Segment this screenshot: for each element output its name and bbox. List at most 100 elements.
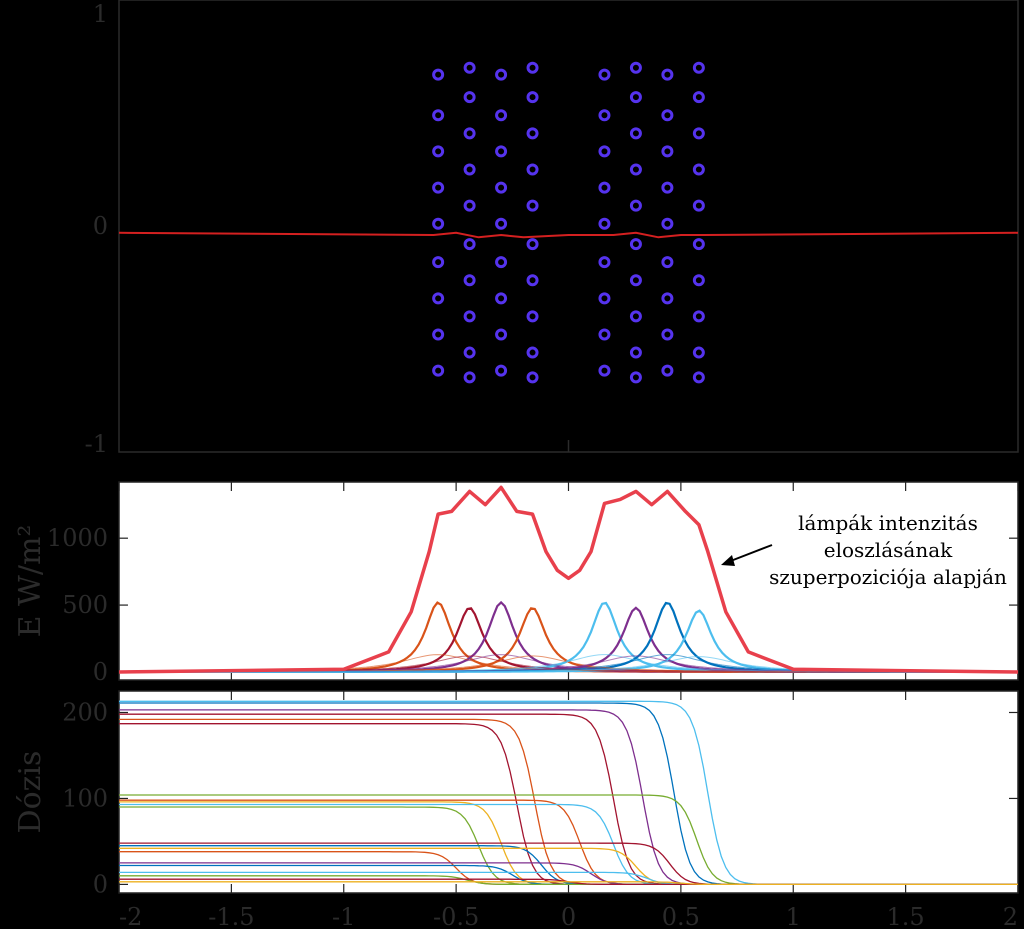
lamp-marker xyxy=(495,292,508,305)
dose-ytick-label: 200 xyxy=(62,698,108,726)
lamp-marker xyxy=(629,61,642,74)
lamp-marker xyxy=(432,328,445,341)
dose-ytick-label: 0 xyxy=(93,870,108,898)
lamp-marker xyxy=(495,181,508,194)
intensity-ylabel: E W/m² xyxy=(13,525,48,638)
x-tick-labels: -2 -1.5 -1 -0.5 0 0.5 1 1.5 2 xyxy=(119,903,1018,929)
lamp-marker xyxy=(463,371,476,384)
lamp-layout-marks xyxy=(118,61,1019,384)
lamp-layout-line xyxy=(118,231,1019,239)
lamp-marker xyxy=(629,346,642,359)
lamp-marker xyxy=(661,217,674,230)
lamp-marker xyxy=(495,217,508,230)
lamp-marker xyxy=(495,328,508,341)
lamp-marker xyxy=(598,256,611,269)
lamp-marker xyxy=(598,68,611,81)
lamp-marker xyxy=(526,127,539,140)
lamp-marker xyxy=(495,145,508,158)
intensity-ytick-label: 1000 xyxy=(47,524,108,552)
lamp-marker xyxy=(495,109,508,122)
dose-curve xyxy=(119,881,1018,886)
lamp-layout-panel: 1 0 -1 xyxy=(85,0,1019,458)
intensity-marks xyxy=(118,485,1019,674)
x-tick-label: 1 xyxy=(786,903,801,929)
lamp-marker xyxy=(463,61,476,74)
lamp-marker xyxy=(463,274,476,287)
lamp-marker xyxy=(526,371,539,384)
lamp-marker xyxy=(661,68,674,81)
x-tick-label: 1.5 xyxy=(887,903,925,929)
lamp-marker xyxy=(432,217,445,230)
lamp-marker xyxy=(661,328,674,341)
lamp-marker xyxy=(692,163,705,176)
annotation-arrowhead xyxy=(721,555,735,566)
lamp-marker xyxy=(526,310,539,323)
dose-ytick-label: 100 xyxy=(62,784,108,812)
lamp-marker xyxy=(629,91,642,104)
lamp-marker xyxy=(432,292,445,305)
lamp-marker xyxy=(629,127,642,140)
lamp-marker xyxy=(463,163,476,176)
lamp-marker xyxy=(495,364,508,377)
lamp-layout-ytick-label: 0 xyxy=(93,212,108,240)
x-tick-label: 2 xyxy=(1003,903,1018,929)
intensity-annotation: lámpák intenzitás eloszlásának szuperpoz… xyxy=(721,511,1007,589)
lamp-layout-ticks: 1 0 -1 xyxy=(85,0,570,458)
intensity-ytick-label: 0 xyxy=(93,658,108,686)
annotation-line-1: lámpák intenzitás xyxy=(798,511,978,535)
lamp-marker xyxy=(598,109,611,122)
lamp-marker xyxy=(661,109,674,122)
lamp-marker xyxy=(598,181,611,194)
lamp-marker xyxy=(463,346,476,359)
lamp-marker xyxy=(598,328,611,341)
lamp-marker xyxy=(526,61,539,74)
dose-axes xyxy=(118,690,1019,894)
total-intensity-curve xyxy=(118,485,1019,674)
intensity-ytick-label: 500 xyxy=(62,591,108,619)
lamp-layout-ytick-label: 1 xyxy=(93,0,108,28)
lamp-marker xyxy=(463,127,476,140)
lamp-marker xyxy=(526,346,539,359)
lamp-marker xyxy=(526,199,539,212)
dose-ylabel: Dózis xyxy=(13,751,48,834)
lamp-marker xyxy=(598,217,611,230)
lamp-marker xyxy=(692,91,705,104)
lamp-marker xyxy=(661,364,674,377)
dose-panel: 200 100 0 Dózis xyxy=(13,690,1019,898)
lamp-marker xyxy=(692,127,705,140)
lamp-marker xyxy=(495,256,508,269)
lamp-layout-ytick-label: -1 xyxy=(85,430,108,458)
lamp-marker xyxy=(661,145,674,158)
lamp-layout-axes xyxy=(118,0,1019,453)
lamp-marker xyxy=(463,199,476,212)
lamp-marker xyxy=(598,364,611,377)
lamp-marker xyxy=(432,109,445,122)
lamp-marker xyxy=(526,238,539,251)
lamp-marker xyxy=(692,310,705,323)
lamp-marker xyxy=(463,310,476,323)
lamp-marker xyxy=(692,61,705,74)
lamp-marker xyxy=(432,145,445,158)
lamp-marker xyxy=(629,310,642,323)
lamp-marker xyxy=(692,238,705,251)
lamp-marker xyxy=(629,274,642,287)
lamp-marker xyxy=(598,145,611,158)
lamp-marker xyxy=(692,346,705,359)
lamp-marker xyxy=(661,256,674,269)
lamp-marker xyxy=(692,199,705,212)
lamp-marker xyxy=(692,274,705,287)
dose-ticks: 200 100 0 xyxy=(62,691,1019,898)
dose-marks xyxy=(119,700,1018,886)
lamp-marker xyxy=(661,181,674,194)
lamp-marker xyxy=(598,292,611,305)
lamp-marker xyxy=(432,181,445,194)
lamp-marker xyxy=(692,371,705,384)
lamp-marker xyxy=(629,199,642,212)
lamp-marker xyxy=(463,91,476,104)
x-tick-label: 0.5 xyxy=(662,903,700,929)
lamp-marker xyxy=(495,68,508,81)
lamp-marker xyxy=(629,238,642,251)
lamp-marker xyxy=(432,364,445,377)
lamp-marker xyxy=(629,371,642,384)
